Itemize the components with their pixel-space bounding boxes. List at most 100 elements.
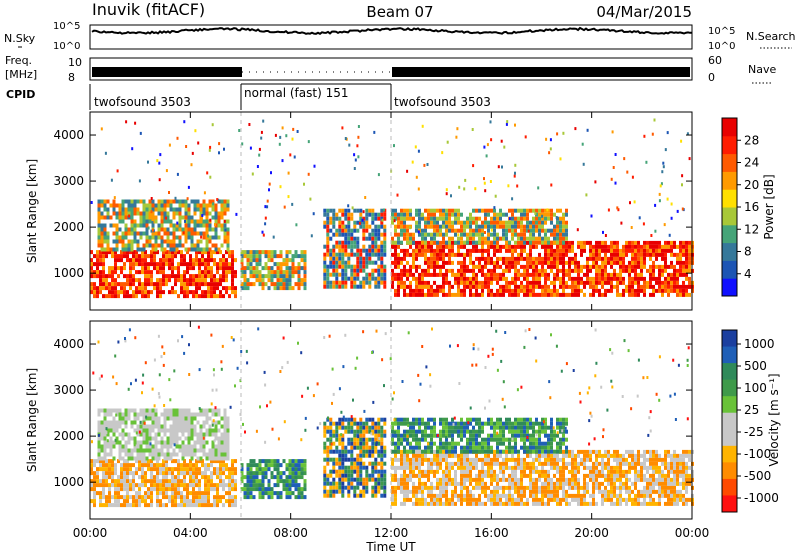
heatmap-cell xyxy=(103,199,107,204)
heatmap-cell xyxy=(267,483,271,488)
heatmap-cell xyxy=(430,216,433,221)
heatmap-cell xyxy=(374,244,378,249)
heatmap-cell xyxy=(141,282,144,287)
heatmap-cell xyxy=(481,489,484,494)
heatmap-cell xyxy=(132,503,135,508)
heatmap-cell xyxy=(217,452,221,457)
heatmap-cell xyxy=(285,487,289,492)
heatmap-cell xyxy=(90,499,93,504)
heatmap-cell xyxy=(178,199,182,204)
heatmap-cell xyxy=(487,208,490,213)
heatmap-cell xyxy=(219,499,222,504)
heatmap-cell xyxy=(484,212,487,217)
heatmap-cell xyxy=(484,469,487,474)
heatmap-cell xyxy=(589,268,592,273)
heatmap-cell xyxy=(225,290,228,295)
heatmap-cell xyxy=(163,247,167,252)
heatmap-cell xyxy=(189,467,192,472)
heatmap-cell xyxy=(574,280,577,285)
heatmap-cell xyxy=(451,292,454,297)
heatmap-cell xyxy=(99,258,102,263)
heatmap-cell xyxy=(532,228,535,233)
heatmap-cell xyxy=(183,278,186,283)
heatmap-cell xyxy=(207,483,210,488)
heatmap-cell xyxy=(138,475,141,480)
heatmap-cell xyxy=(493,228,496,233)
heatmap-cell xyxy=(383,208,385,212)
heatmap-cell xyxy=(225,463,228,468)
heatmap-cell xyxy=(571,280,574,285)
heatmap-cell xyxy=(535,228,538,233)
heatmap-cell xyxy=(138,258,141,263)
heatmap-cell xyxy=(433,453,436,458)
heatmap-cell xyxy=(142,223,146,228)
heatmap-cell xyxy=(344,485,348,490)
heatmap-cell xyxy=(451,461,454,466)
heatmap-cell xyxy=(193,416,197,421)
heatmap-cell xyxy=(508,260,511,265)
heatmap-cell xyxy=(338,248,342,253)
heatmap-cell xyxy=(362,228,366,233)
heatmap-cell xyxy=(115,440,119,445)
heatmap-cell xyxy=(142,432,146,437)
heatmap-cell xyxy=(344,465,348,470)
heatmap-cell xyxy=(595,276,598,281)
heatmap-cell xyxy=(121,235,125,240)
heatmap-cell xyxy=(205,412,209,417)
heatmap-cell xyxy=(547,256,550,261)
heatmap-cell xyxy=(93,262,96,267)
heatmap-cell xyxy=(151,228,154,232)
heatmap-cell xyxy=(211,456,215,461)
heatmap-cell xyxy=(673,284,676,289)
heatmap-cell xyxy=(201,214,204,217)
heatmap-cell xyxy=(341,264,345,269)
heatmap-cell xyxy=(673,276,676,281)
heatmap-cell xyxy=(427,212,430,217)
heatmap-cell xyxy=(445,453,448,458)
heatmap-cell xyxy=(548,151,551,155)
heatmap-cell xyxy=(97,448,101,453)
heatmap-cell xyxy=(532,236,535,241)
heatmap-cell xyxy=(469,232,472,237)
heatmap-cell xyxy=(211,448,215,453)
heatmap-cell xyxy=(291,483,295,488)
heatmap-cell xyxy=(151,199,155,204)
heatmap-cell xyxy=(222,258,225,263)
heatmap-cell xyxy=(469,276,472,281)
heatmap-cell xyxy=(303,483,307,488)
heatmap-cell xyxy=(411,160,414,164)
heatmap-cell xyxy=(359,461,363,466)
heatmap-cell xyxy=(332,260,336,265)
heatmap-cell xyxy=(586,268,589,273)
heatmap-cell xyxy=(106,432,110,437)
heatmap-cell xyxy=(595,280,598,285)
heatmap-cell xyxy=(121,215,125,220)
heatmap-cell xyxy=(166,215,170,220)
heatmap-cell xyxy=(243,282,247,287)
heatmap-cell xyxy=(421,493,424,498)
heatmap-cell xyxy=(273,282,277,287)
heatmap-cell xyxy=(463,252,466,257)
heatmap-cell xyxy=(457,481,460,486)
heatmap-cell xyxy=(118,235,122,240)
heatmap-cell xyxy=(514,224,517,229)
heatmap-cell xyxy=(199,444,203,449)
heatmap-cell xyxy=(201,463,204,468)
heatmap-cell xyxy=(460,276,463,281)
heatmap-cell xyxy=(217,235,221,240)
heatmap-cell xyxy=(222,463,225,468)
heatmap-cell xyxy=(129,503,132,508)
heatmap-cell xyxy=(391,501,394,506)
heatmap-cell xyxy=(151,420,155,425)
heatmap-cell xyxy=(493,477,496,482)
heatmap-cell xyxy=(377,469,381,474)
heatmap-cell xyxy=(469,268,472,273)
heatmap-cell xyxy=(365,481,369,486)
heatmap-cell xyxy=(288,270,292,275)
heatmap-cell xyxy=(297,483,301,488)
heatmap-cell xyxy=(332,457,336,462)
heatmap-cell xyxy=(156,282,159,287)
heatmap-cell xyxy=(235,212,238,216)
heatmap-cell xyxy=(338,220,342,225)
heatmap-cell xyxy=(478,469,481,474)
